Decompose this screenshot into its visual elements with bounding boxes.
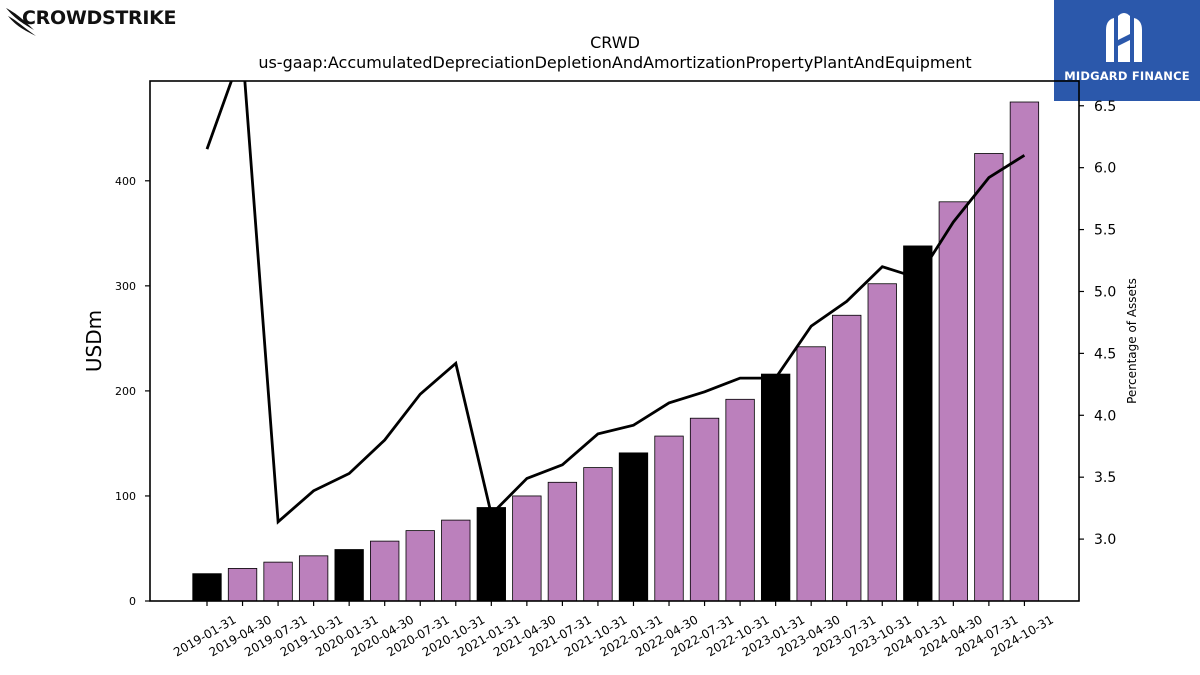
line-series	[205, 81, 1026, 525]
bar-2022-10-31	[725, 398, 755, 602]
y2-tick-label: 5.0	[1094, 284, 1116, 300]
crowdstrike-wordmark: CROWDSTRIKE	[22, 7, 177, 29]
bar-2021-10-31	[583, 467, 613, 602]
bar-2019-10-31	[298, 555, 329, 602]
y2-tick-label: 4.5	[1094, 346, 1116, 362]
bar-2022-04-30	[654, 435, 684, 602]
chart-title: CRWD	[590, 33, 640, 52]
bar-2020-01-31	[334, 549, 364, 602]
bar-2021-04-30	[512, 495, 542, 602]
y2-axis-label: Percentage of Assets	[1125, 278, 1139, 404]
bar-2020-07-31	[405, 530, 435, 602]
bar-2023-04-30	[796, 346, 826, 602]
y2-tick-label: 3.5	[1094, 470, 1116, 486]
y-tick-label: 300	[115, 280, 136, 293]
y2-tick-label: 6.0	[1094, 161, 1116, 177]
bar-2021-07-31	[547, 481, 578, 602]
bar-2023-10-31	[867, 283, 897, 602]
right-axis: 3.0 3.5 4.0 4.5 5.0 5.5 6.0 6.5	[1079, 99, 1116, 548]
y2-tick-label: 5.5	[1094, 223, 1116, 239]
y-tick-label: 100	[115, 490, 136, 503]
falcon-icon	[6, 8, 36, 36]
crowdstrike-logo: CROWDSTRIKE	[4, 4, 204, 40]
x-axis: 2019-01-312019-04-302019-07-312019-10-31…	[171, 601, 1056, 659]
bar-2024-01-31	[903, 245, 933, 602]
percentage-line	[205, 81, 1026, 525]
bar-2020-10-31	[441, 519, 471, 602]
bar-2024-04-30	[938, 201, 968, 602]
y2-tick-label: 3.0	[1094, 532, 1116, 548]
y-tick-label: 400	[115, 175, 136, 188]
bar-2023-01-31	[760, 373, 791, 602]
bar-2024-10-31	[1009, 101, 1040, 602]
bar-2021-01-31	[476, 507, 506, 602]
bar-2022-01-31	[618, 452, 649, 602]
y-axis-label: USDm	[82, 310, 106, 372]
y2-tick-label: 6.5	[1094, 99, 1116, 115]
bar-2019-01-31	[192, 573, 222, 602]
bar-series	[192, 101, 1040, 602]
y-tick-label: 0	[129, 595, 136, 608]
y2-tick-label: 4.0	[1094, 408, 1116, 424]
bar-2022-07-31	[689, 417, 720, 602]
bar-2023-07-31	[832, 314, 862, 602]
midgard-emblem-icon	[1106, 13, 1142, 62]
y-tick-label: 200	[115, 385, 136, 398]
chart-subtitle: us-gaap:AccumulatedDepreciationDepletion…	[258, 53, 971, 72]
left-axis: 0 100 200 300 400	[115, 175, 150, 608]
bar-2020-04-30	[370, 540, 400, 602]
plot-frame	[149, 80, 1080, 602]
bar-2024-07-31	[974, 153, 1004, 602]
bar-2019-04-30	[227, 568, 258, 602]
bar-2019-07-31	[263, 561, 293, 602]
midgard-wordmark: MIDGARD FINANCE	[1064, 69, 1190, 83]
